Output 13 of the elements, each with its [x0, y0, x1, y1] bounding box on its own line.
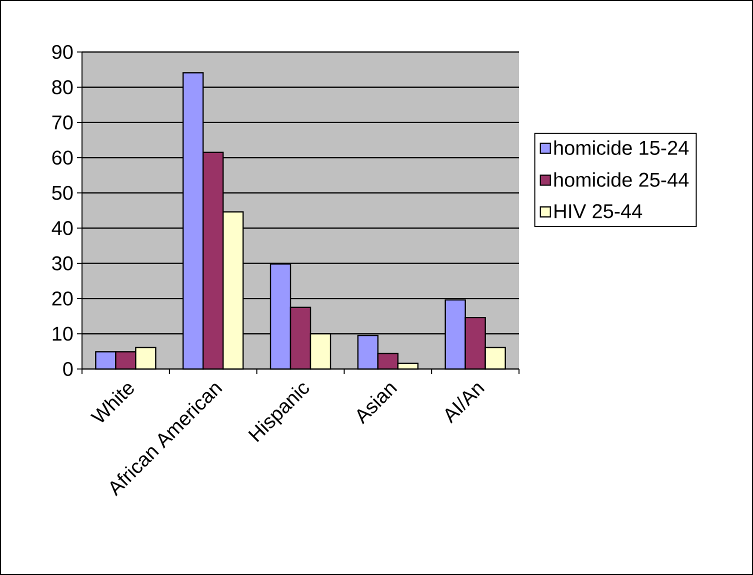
legend-label: HIV 25-44 [554, 204, 642, 218]
legend-label: homicide 25-44 [554, 172, 689, 187]
y-tick-label: 60 [52, 150, 73, 165]
y-tick-label: 50 [52, 186, 73, 200]
y-tick-label: 30 [52, 256, 73, 270]
y-tick-label: 0 [63, 362, 73, 376]
y-tick-label: 40 [52, 221, 73, 236]
y-tick-label: 70 [52, 115, 73, 130]
y-tick-label: 10 [52, 326, 73, 341]
y-tick-label: 20 [52, 291, 73, 306]
y-tick-label: 90 [52, 44, 73, 60]
legend-label: homicide 15-24 [554, 140, 689, 155]
y-tick-label: 80 [52, 80, 73, 94]
